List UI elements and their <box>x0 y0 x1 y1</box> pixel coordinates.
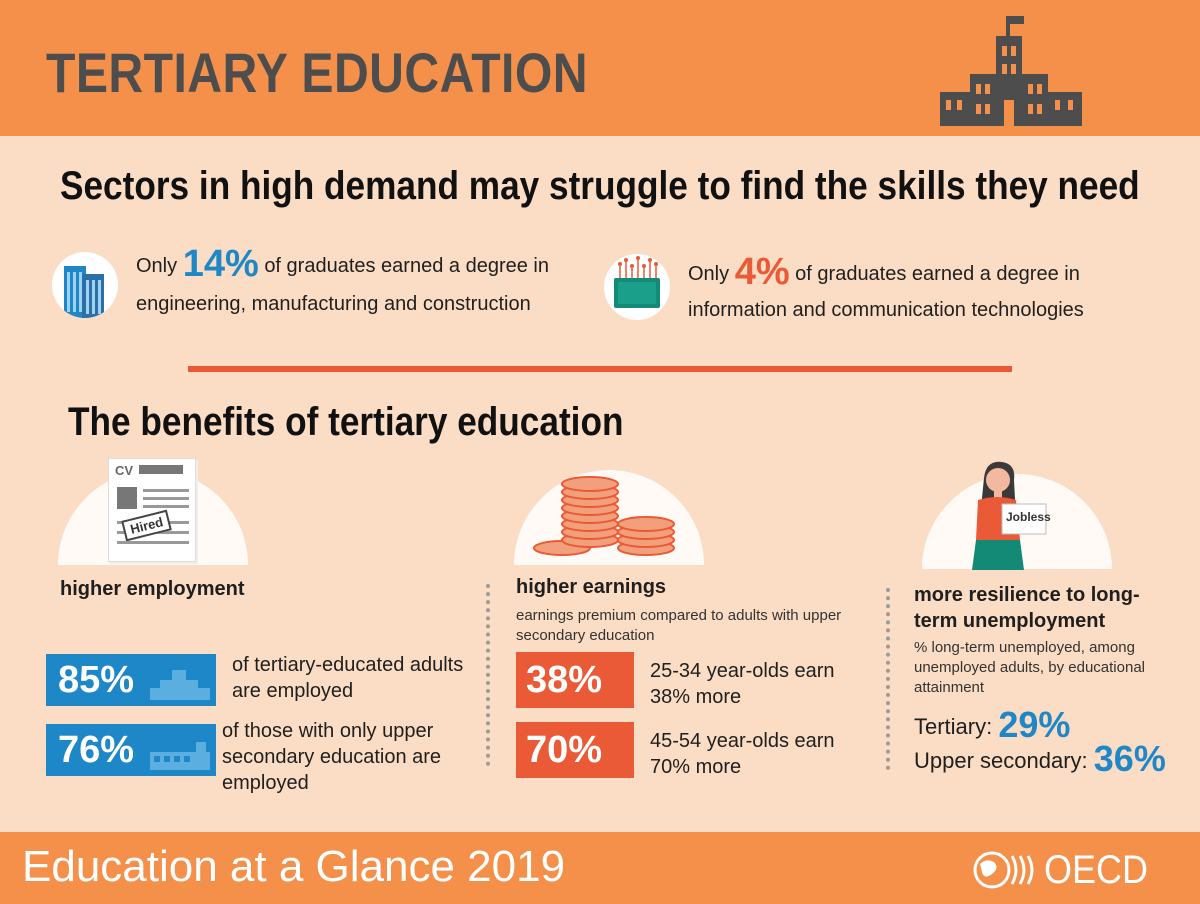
earnings-70-text: 45-54 year-olds earn 70% more <box>650 730 835 778</box>
earnings-38-badge: 38% <box>516 652 634 708</box>
resilience-subtext: % long-term unemployed, among unemployed… <box>914 639 1145 696</box>
jobless-person-icon <box>972 461 1047 570</box>
earnings-38-text: 25-34 year-olds earn 38% more <box>650 660 835 708</box>
employment-85-badge: 85% <box>46 654 216 706</box>
school-building-icon <box>940 16 1082 126</box>
employment-76-text: of those with only upper secondary educa… <box>222 720 442 794</box>
earnings-70-badge: 70% <box>516 722 634 778</box>
resilience-heading: more resilience to long- term unemployme… <box>914 584 1140 632</box>
building-icon <box>150 670 210 700</box>
benefits-heading: The benefits of tertiary education <box>68 400 624 444</box>
hired-stamp: Hired <box>121 509 173 542</box>
employment-heading: higher employment <box>60 578 245 600</box>
low-building-icon <box>150 742 210 770</box>
cv-document-icon: CV Hired <box>108 458 196 562</box>
employment-85-text: of tertiary-educated adults are employed <box>232 654 464 702</box>
engineering-stat-line1: Only 14% of graduates earned a degree in <box>136 243 549 285</box>
upper-secondary-pct: 36% <box>1093 738 1166 779</box>
earnings-heading: higher earnings <box>516 576 667 598</box>
footer-title: Education at a Glance 2019 <box>22 842 566 891</box>
tertiary-pct: 29% <box>998 704 1071 745</box>
employment-76-badge: 76% <box>46 724 216 776</box>
resilience-tertiary: Tertiary: 29% <box>914 704 1071 745</box>
section-divider <box>188 366 1012 372</box>
footer-banner <box>0 832 1200 904</box>
resilience-upper-secondary: Upper secondary: 36% <box>914 738 1166 779</box>
sectors-heading: Sectors in high demand may struggle to f… <box>60 164 1140 208</box>
engineering-pct: 14% <box>182 243 259 285</box>
ict-stat-line2: information and communication technologi… <box>688 299 1084 321</box>
microchip-icon <box>604 254 670 320</box>
ict-pct: 4% <box>734 251 790 293</box>
earnings-subtext: earnings premium compared to adults with… <box>516 607 842 644</box>
skyscraper-icon <box>52 252 118 318</box>
coins-stack-icon <box>533 476 675 556</box>
engineering-stat-line2: engineering, manufacturing and construct… <box>136 293 531 315</box>
page-title: TERTIARY EDUCATION <box>46 41 588 104</box>
ict-stat-line1: Only 4% of graduates earned a degree in <box>688 251 1080 293</box>
jobless-sign: Jobless <box>1006 510 1051 524</box>
oecd-globe-logo-icon <box>973 851 1034 889</box>
column-separator-2 <box>886 588 890 770</box>
column-separator-1 <box>486 584 490 766</box>
oecd-brand: OECD <box>1044 848 1149 892</box>
